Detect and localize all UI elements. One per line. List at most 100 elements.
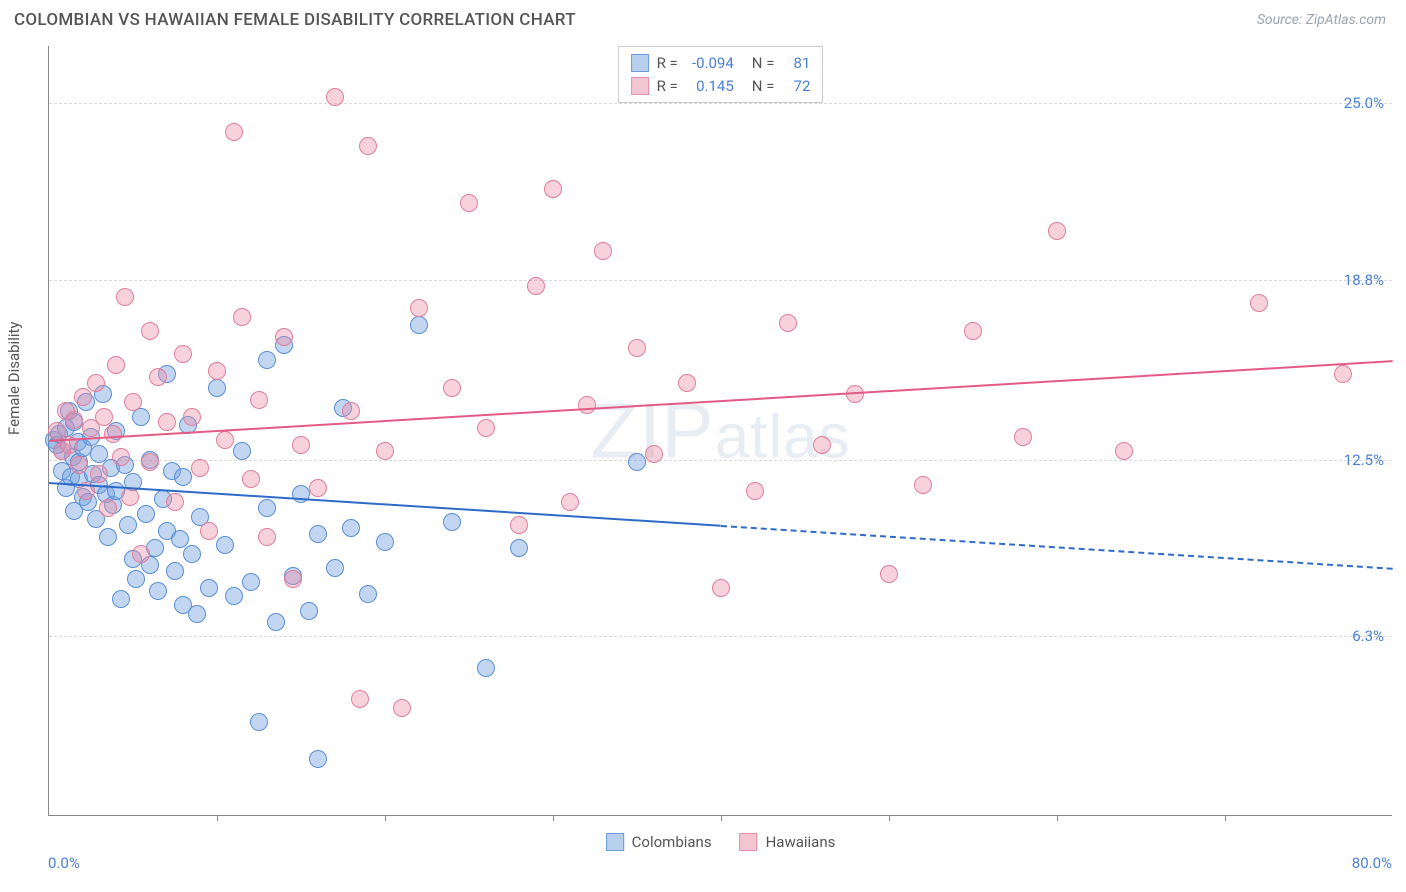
- data-point: [359, 585, 377, 603]
- data-point: [326, 559, 344, 577]
- data-point: [141, 453, 159, 471]
- legend-swatch: [606, 833, 624, 851]
- stat-r-value: -0.094: [686, 52, 734, 75]
- data-point: [233, 308, 251, 326]
- data-point: [443, 513, 461, 531]
- data-point: [112, 590, 130, 608]
- data-point: [141, 322, 159, 340]
- data-point: [200, 579, 218, 597]
- data-point: [880, 565, 898, 583]
- stat-r-value: 0.145: [686, 75, 734, 98]
- gridline: [49, 460, 1392, 461]
- stat-r-label: R =: [657, 52, 678, 75]
- data-point: [95, 408, 113, 426]
- data-point: [544, 180, 562, 198]
- data-point: [309, 479, 327, 497]
- data-point: [746, 482, 764, 500]
- correlation-stats-box: R =-0.094N =81R =0.145N =72: [618, 46, 824, 103]
- data-point: [124, 393, 142, 411]
- legend-item: Hawaiians: [740, 833, 836, 851]
- data-point: [174, 468, 192, 486]
- data-point: [104, 425, 122, 443]
- legend-label: Hawaiians: [766, 833, 836, 851]
- data-point: [779, 314, 797, 332]
- stat-n-value: 81: [782, 52, 810, 75]
- data-point: [460, 194, 478, 212]
- gridline: [49, 636, 1392, 637]
- legend-swatch: [631, 77, 649, 95]
- data-point: [342, 519, 360, 537]
- data-point: [1115, 442, 1133, 460]
- data-point: [510, 516, 528, 534]
- data-point: [258, 499, 276, 517]
- data-point: [309, 525, 327, 543]
- data-point: [510, 539, 528, 557]
- data-point: [158, 413, 176, 431]
- data-point: [1014, 428, 1032, 446]
- data-point: [1250, 294, 1268, 312]
- data-point: [645, 445, 663, 463]
- x-axis-max-label: 80.0%: [1352, 854, 1392, 872]
- x-tick: [217, 815, 218, 821]
- stat-n-label: N =: [752, 52, 775, 75]
- data-point: [90, 465, 108, 483]
- x-axis-min-label: 0.0%: [48, 854, 80, 872]
- y-axis-title: Female Disability: [5, 322, 23, 436]
- legend-item: Colombians: [606, 833, 712, 851]
- data-point: [376, 442, 394, 460]
- x-tick: [721, 815, 722, 821]
- data-point: [300, 602, 318, 620]
- data-point: [166, 562, 184, 580]
- data-point: [183, 545, 201, 563]
- data-point: [99, 528, 117, 546]
- data-point: [376, 533, 394, 551]
- data-point: [137, 505, 155, 523]
- data-point: [216, 431, 234, 449]
- data-point: [914, 476, 932, 494]
- data-point: [527, 277, 545, 295]
- data-point: [166, 493, 184, 511]
- data-point: [132, 545, 150, 563]
- data-point: [216, 536, 234, 554]
- data-point: [116, 288, 134, 306]
- data-point: [258, 351, 276, 369]
- data-point: [410, 299, 428, 317]
- data-point: [112, 448, 130, 466]
- data-point: [578, 396, 596, 414]
- x-tick: [553, 815, 554, 821]
- data-point: [1048, 222, 1066, 240]
- data-point: [242, 470, 260, 488]
- chart-title: COLOMBIAN VS HAWAIIAN FEMALE DISABILITY …: [14, 10, 576, 30]
- legend-swatch: [631, 54, 649, 72]
- data-point: [225, 587, 243, 605]
- data-point: [191, 459, 209, 477]
- trend-line: [721, 525, 1393, 570]
- x-tick: [1057, 815, 1058, 821]
- data-point: [208, 379, 226, 397]
- data-point: [284, 570, 302, 588]
- data-point: [208, 362, 226, 380]
- data-point: [594, 242, 612, 260]
- data-point: [292, 436, 310, 454]
- data-point: [87, 374, 105, 392]
- data-point: [149, 582, 167, 600]
- data-point: [275, 328, 293, 346]
- data-point: [964, 322, 982, 340]
- gridline: [49, 280, 1392, 281]
- data-point: [309, 750, 327, 768]
- data-point: [99, 499, 117, 517]
- source-attribution: Source: ZipAtlas.com: [1257, 12, 1386, 28]
- data-point: [242, 573, 260, 591]
- x-tick: [889, 815, 890, 821]
- data-point: [410, 316, 428, 334]
- data-point: [359, 137, 377, 155]
- data-point: [107, 356, 125, 374]
- x-tick: [385, 815, 386, 821]
- data-point: [74, 388, 92, 406]
- data-point: [628, 453, 646, 471]
- stats-row: R = -0.094 N = 81: [631, 52, 811, 75]
- stat-n-label: N =: [752, 75, 775, 98]
- data-point: [121, 488, 139, 506]
- data-point: [712, 579, 730, 597]
- data-point: [200, 522, 218, 540]
